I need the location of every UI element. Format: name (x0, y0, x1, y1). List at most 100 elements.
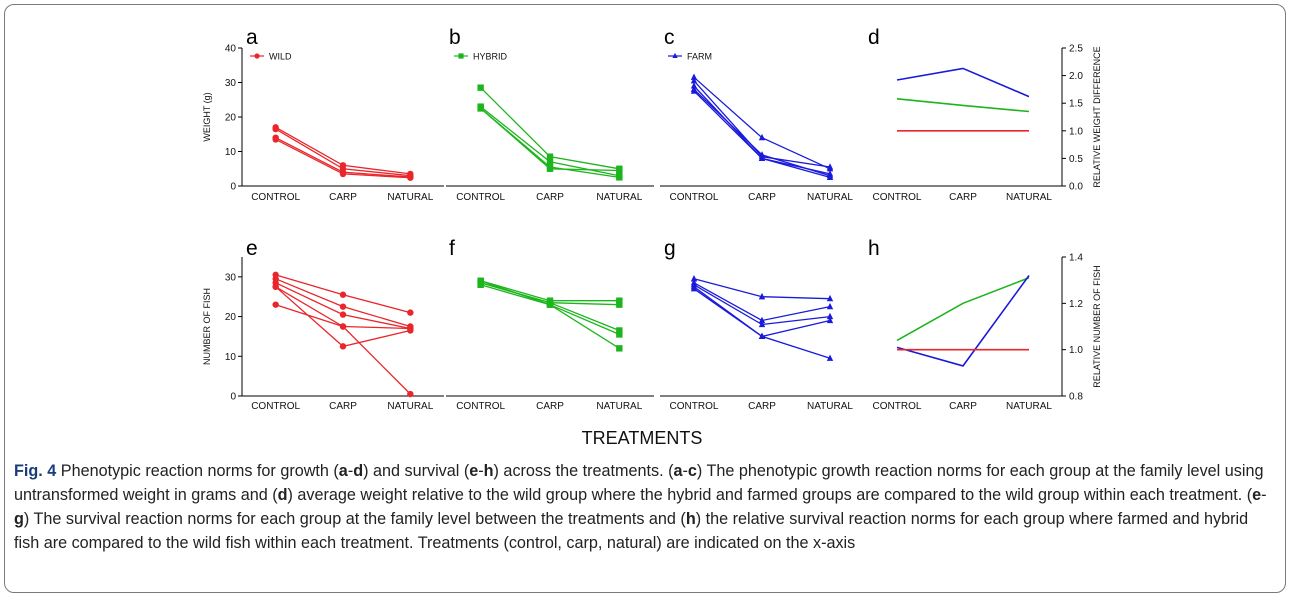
caption-text: ) the relative survival reaction norms f… (14, 510, 1249, 552)
series-line-2 (275, 278, 411, 328)
x-tick-label: NATURAL (387, 192, 433, 203)
data-point (826, 294, 834, 302)
figure-label: Fig. 4 (14, 462, 57, 480)
x-tick-label: CONTROL (873, 401, 922, 412)
y-tick-label: 0 (230, 182, 236, 193)
panel-a: a CONTROL CARP NATURAL 0 10 20 30 40 WEIGHT (g) WI… (202, 26, 444, 203)
panel-e: e CONTROL CARP NATURAL 0 10 20 30 NUMBER OF FISH (202, 237, 444, 412)
data-point (826, 354, 834, 361)
panel-c: c CONTROL CARP NATURAL FARM (660, 26, 864, 203)
data-point (758, 133, 766, 141)
x-tick-label: NATURAL (1006, 401, 1052, 412)
data-point (672, 52, 678, 58)
y-tick-label: 20 (225, 312, 237, 323)
y-tick-label: 1.0 (1069, 345, 1083, 356)
caption-text: - (478, 462, 484, 480)
x-tick-label: CONTROL (456, 401, 505, 412)
panel-g: g CONTROL CARP NATURAL (660, 237, 864, 412)
x-tick-label: CARP (949, 401, 977, 412)
data-point (826, 173, 834, 180)
y-axis-label: NUMBER OF FISH (202, 288, 212, 365)
x-tick-label: CONTROL (456, 192, 505, 203)
y-tick-label: 30 (225, 78, 237, 89)
y-tick-label: 0.8 (1069, 392, 1083, 403)
series-line-2 (896, 98, 1030, 113)
y-tick-label: 0.5 (1069, 154, 1083, 165)
data-point (616, 345, 623, 352)
data-point (272, 283, 279, 290)
y-tick-label: 1.2 (1069, 299, 1083, 310)
y-tick-label: 0 (230, 392, 236, 403)
caption-text: ) across the treatments. ( (493, 462, 674, 480)
y-tick-label: 0.0 (1069, 182, 1083, 193)
data-point (690, 275, 698, 282)
x-tick-label: CONTROL (251, 192, 300, 203)
data-point (477, 281, 484, 288)
data-point (616, 174, 623, 181)
caption-panel-ref: e (1252, 486, 1262, 504)
caption-text: Phenotypic reaction norms for growth ( (56, 462, 339, 480)
data-point (758, 332, 766, 340)
data-point (690, 73, 698, 80)
caption-text: - (1261, 486, 1267, 504)
data-point (339, 323, 347, 330)
y-tick-label: 40 (225, 44, 237, 55)
series-line-1 (896, 277, 1030, 342)
x-tick-label: NATURAL (596, 192, 642, 203)
data-point (458, 53, 464, 59)
data-point (339, 303, 347, 310)
data-point (339, 343, 347, 350)
panel-f: f CONTROL CARP NATURAL (446, 237, 654, 412)
caption-panel-ref: h (483, 462, 494, 480)
data-point (758, 292, 766, 300)
data-point (254, 53, 260, 59)
legend-label: WILD (269, 52, 292, 62)
caption-text: ) average weight relative to the wild gr… (287, 486, 1253, 504)
caption-text: - (682, 462, 688, 480)
data-point (616, 167, 623, 174)
y-tick-label: 20 (225, 113, 237, 124)
series-line-1 (896, 67, 1030, 98)
data-point (546, 158, 554, 166)
series-line-6 (275, 286, 411, 395)
y-tick-label: 1.5 (1069, 99, 1083, 110)
caption-text: ) and survival ( (363, 462, 470, 480)
data-point (690, 284, 698, 292)
panel-letter-c: c (664, 26, 675, 49)
legend-label: HYBRID (473, 52, 508, 62)
figure-caption: Fig. 4 Phenotypic reaction norms for gro… (14, 459, 1276, 555)
shared-x-axis-label: TREATMENTS (582, 428, 703, 448)
data-point (546, 153, 554, 160)
panel-h: h CONTROL CARP NATURAL 0.8 1.0 1.2 1.4 RELATIVE … (864, 237, 1102, 412)
data-point (758, 320, 766, 328)
caption-panel-ref: d (353, 462, 364, 480)
x-tick-label: NATURAL (807, 192, 853, 203)
y-tick-label: 10 (225, 147, 237, 158)
data-point (407, 174, 414, 181)
data-point (826, 163, 834, 170)
data-point (826, 312, 834, 320)
series-line-4 (480, 284, 620, 335)
caption-panel-ref: c (687, 462, 697, 480)
data-point (616, 331, 623, 338)
panel-letter-g: g (664, 237, 676, 260)
x-tick-label: CONTROL (670, 192, 719, 203)
data-point (272, 136, 279, 143)
x-tick-label: CARP (748, 192, 776, 203)
panel-letter-d: d (868, 26, 880, 49)
data-point (477, 84, 484, 91)
y-tick-label: 30 (225, 272, 237, 283)
caption-panel-ref: g (14, 510, 24, 528)
data-point (546, 301, 554, 308)
y-axis-label: WEIGHT (g) (202, 92, 212, 141)
y-tick-label: 1.4 (1069, 253, 1083, 264)
data-point (546, 165, 554, 172)
caption-text: ) The phenotypic growth reaction norms f… (14, 462, 1264, 504)
x-tick-label: CARP (536, 192, 564, 203)
caption-text: - (347, 462, 354, 480)
data-point (826, 302, 834, 310)
x-tick-label: CARP (748, 401, 776, 412)
x-tick-label: CARP (329, 401, 357, 412)
caption-panel-ref: d (277, 486, 288, 504)
data-point (690, 76, 698, 84)
